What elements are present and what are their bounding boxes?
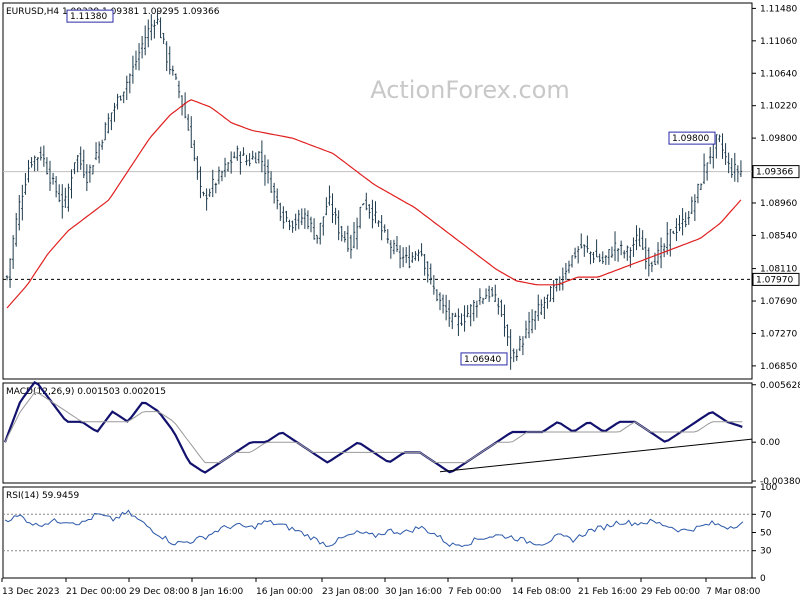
rsi-panel [2,486,753,579]
price-y-tick: 1.10640 [760,69,797,79]
rsi-title: RSI(14) 59.9459 [6,491,79,501]
price-annotation-box [66,9,114,23]
macd-y-tick: -0.003807 [760,477,800,487]
moving-average-line [6,99,742,309]
price-panel [2,2,753,380]
x-tick-label: 7 Feb 00:00 [448,587,502,597]
price-y-tick: 1.11480 [760,4,797,14]
macd-y-tick: 0.00 [760,438,780,448]
x-tick-label: 13 Dec 2023 [2,587,60,597]
support-label: 1.07970 [756,275,793,285]
rsi-y-tick: 50 [760,529,772,539]
price-annotation-box [460,352,508,366]
price-annotation: 1.11380 [70,12,107,22]
macd-signal-line [4,392,743,464]
x-tick-label: 29 Dec 08:00 [129,587,190,597]
x-tick-label: 21 Dec 00:00 [66,587,127,597]
macd-title: MACD(12,26,9) 0.001503 0.002015 [6,387,166,397]
macd-y-tick: 0.005628 [760,381,800,391]
price-y-tick: 1.11060 [760,37,797,47]
price-y-tick: 1.06850 [760,362,797,372]
x-tick-label: 8 Jan 16:00 [192,587,244,597]
last-price-label: 1.09366 [756,168,793,178]
support-label-box [752,272,800,286]
rsi-y-tick: 100 [760,483,777,493]
price-y-tick: 1.08960 [760,199,797,209]
rsi-y-tick: 30 [760,547,772,557]
price-y-tick: 1.09800 [760,134,797,144]
price-annotation: 1.06940 [464,355,501,365]
price-annotation: 1.09800 [672,134,709,144]
macd-panel [2,382,753,484]
price-y-tick: 1.07690 [760,297,797,307]
rsi-y-tick: 0 [760,574,766,584]
x-tick-label: 7 Mar 08:00 [706,587,761,597]
rsi-line [4,509,744,548]
watermark: ActionForex.com [370,76,570,104]
price-y-tick: 1.08540 [760,231,797,241]
x-tick-label: 23 Jan 08:00 [322,587,379,597]
last-price-label-box [752,165,800,179]
x-tick-label: 21 Feb 16:00 [578,587,637,597]
x-tick-label: 29 Feb 00:00 [641,587,700,597]
macd-trendline [439,438,753,473]
x-tick-label: 16 Jan 00:00 [256,587,313,597]
price-y-tick: 1.08110 [760,265,797,275]
x-tick-label: 14 Feb 08:00 [512,587,571,597]
x-tick-label: 30 Jan 16:00 [385,587,442,597]
rsi-y-tick: 70 [760,510,772,520]
price-y-tick: 1.07270 [760,329,797,339]
price-y-tick: 1.10220 [760,102,797,112]
price-annotation-box [668,131,716,145]
